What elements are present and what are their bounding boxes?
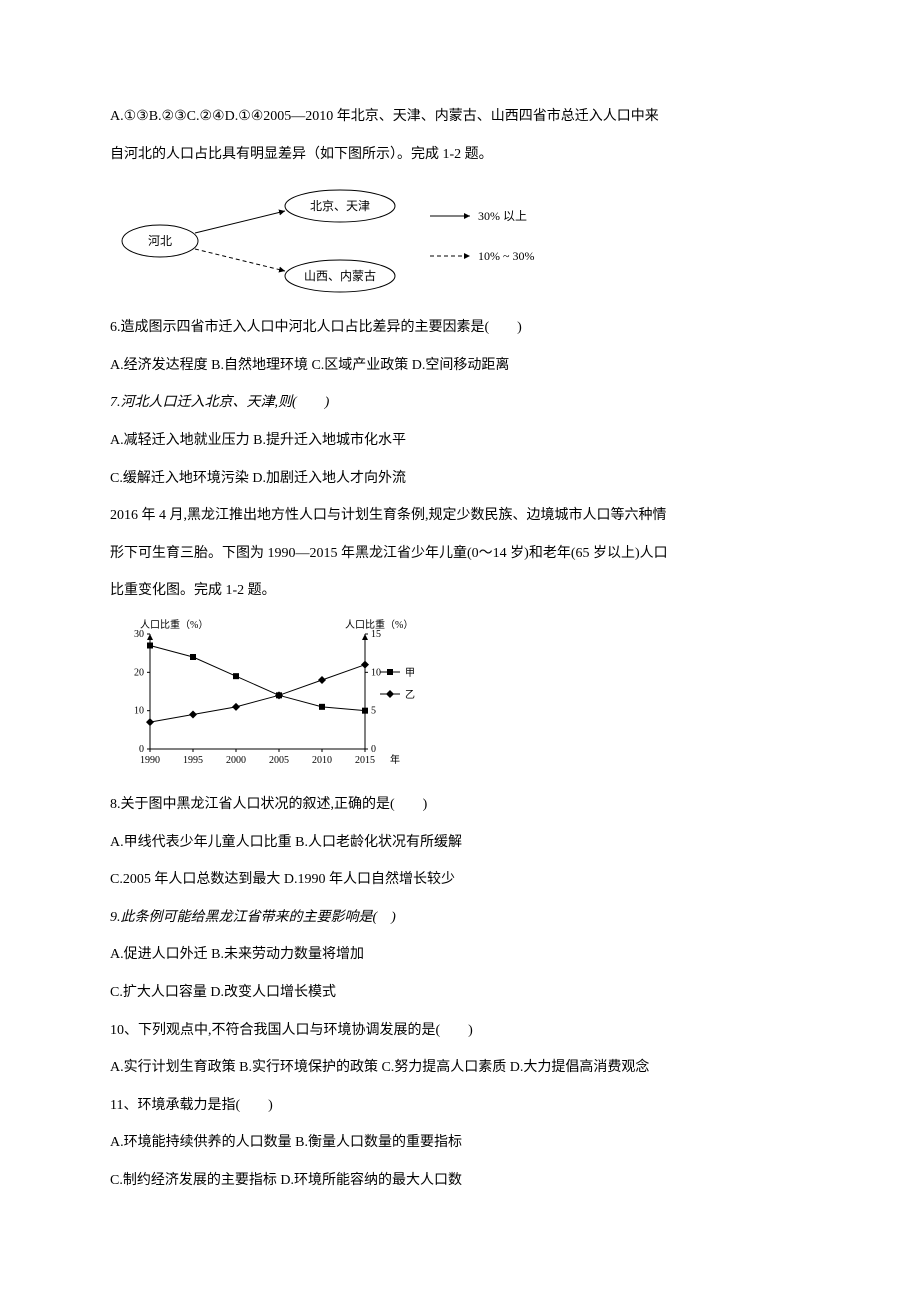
svg-text:2000: 2000 (226, 755, 246, 766)
svg-text:乙: 乙 (405, 689, 415, 701)
q8-options-b: C.2005 年人口总数达到最大 D.1990 年人口自然增长较少 (110, 863, 810, 897)
q6-options: A.经济发达程度 B.自然地理环境 C.区域产业政策 D.空间移动距离 (110, 349, 810, 383)
svg-text:人口比重（%）: 人口比重（%） (345, 618, 413, 631)
svg-text:10: 10 (371, 667, 381, 678)
q8-stem: 8.关于图中黑龙江省人口状况的叙述,正确的是( ) (110, 788, 810, 822)
svg-text:5: 5 (371, 706, 376, 717)
svg-text:北京、天津: 北京、天津 (310, 199, 370, 213)
svg-text:1990: 1990 (140, 755, 160, 766)
svg-text:人口比重（%）: 人口比重（%） (140, 618, 208, 631)
q9-options-b: C.扩大人口容量 D.改变人口增长模式 (110, 976, 810, 1010)
q11-options-b: C.制约经济发展的主要指标 D.环境所能容纳的最大人口数 (110, 1164, 810, 1198)
q7-options-a: A.减轻迁入地就业压力 B.提升迁入地城市化水平 (110, 424, 810, 458)
para8-line-3: 比重变化图。完成 1-2 题。 (110, 574, 810, 608)
svg-text:20: 20 (134, 667, 144, 678)
q8-options-a: A.甲线代表少年儿童人口比重 B.人口老龄化状况有所缓解 (110, 826, 810, 860)
svg-text:甲: 甲 (405, 668, 415, 679)
svg-text:河北: 河北 (148, 234, 172, 248)
q6-stem: 6.造成图示四省市迁入人口中河北人口占比差异的主要因素是( ) (110, 311, 810, 345)
flow-diagram: 河北 北京、天津山西、内蒙古 30% 以上 10% ~ 30% (110, 181, 590, 301)
q11-options-a: A.环境能持续供养的人口数量 B.衡量人口数量的重要指标 (110, 1126, 810, 1160)
svg-text:山西、内蒙古: 山西、内蒙古 (304, 268, 376, 283)
q10-options: A.实行计划生育政策 B.实行环境保护的政策 C.努力提高人口素质 D.大力提倡… (110, 1051, 810, 1085)
para8-line-2: 形下可生育三胎。下图为 1990—2015 年黑龙江省少年儿童(0～14 岁)和… (110, 537, 810, 571)
q9-options-a: A.促进人口外迁 B.未来劳动力数量将增加 (110, 938, 810, 972)
svg-text:10: 10 (134, 706, 144, 717)
q7-stem: 7.河北人口迁入北京、天津,则( ) (110, 386, 810, 420)
svg-text:2010: 2010 (312, 755, 332, 766)
svg-text:30% 以上: 30% 以上 (478, 209, 527, 223)
svg-text:0: 0 (139, 744, 144, 755)
q9-stem: 9.此条例可能给黑龙江省带来的主要影响是( ) (110, 901, 810, 935)
population-chart: 0102030051015199019952000200520102015人口比… (110, 614, 430, 774)
q7-options-b: C.缓解迁入地环境污染 D.加剧迁入地人才向外流 (110, 462, 810, 496)
svg-text:10% ~ 30%: 10% ~ 30% (478, 249, 534, 263)
document-page: A.①③B.②③C.②④D.①④2005—2010 年北京、天津、内蒙古、山西四… (0, 0, 920, 1301)
svg-text:0: 0 (371, 744, 376, 755)
svg-text:年: 年 (390, 753, 400, 766)
para8-line-1: 2016 年 4 月,黑龙江推出地方性人口与计划生育条例,规定少数民族、边境城市… (110, 499, 810, 533)
svg-text:1995: 1995 (183, 755, 203, 766)
q11-stem: 11、环境承载力是指( ) (110, 1089, 810, 1123)
intro-line-2: 自河北的人口占比具有明显差异（如下图所示）。完成 1-2 题。 (110, 138, 810, 172)
q10-stem: 10、下列观点中,不符合我国人口与环境协调发展的是( ) (110, 1014, 810, 1048)
svg-text:2015: 2015 (355, 755, 375, 766)
svg-text:2005: 2005 (269, 755, 289, 766)
intro-line-1: A.①③B.②③C.②④D.①④2005—2010 年北京、天津、内蒙古、山西四… (110, 100, 810, 134)
